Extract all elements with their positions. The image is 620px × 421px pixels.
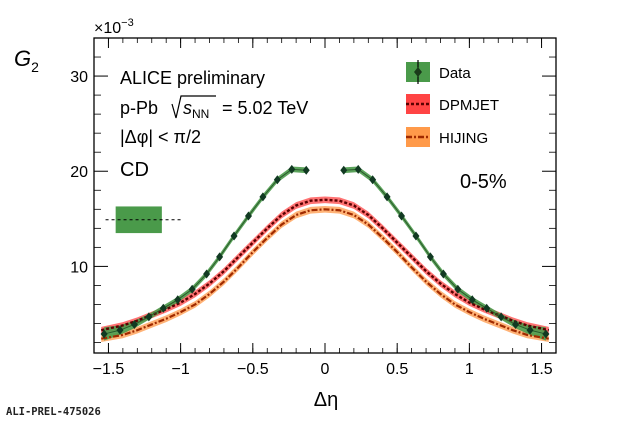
x-tick-label: 0 bbox=[321, 361, 330, 378]
svg-text:sNN: sNN bbox=[183, 98, 209, 121]
x-axis-label: Δη bbox=[314, 389, 338, 411]
line-hijing bbox=[101, 208, 549, 340]
y-axis-multiplier: ×10−3 bbox=[94, 17, 134, 37]
svg-text:= 5.02 TeV: = 5.02 TeV bbox=[222, 98, 308, 118]
x-tick-label: −1 bbox=[172, 361, 190, 378]
data-point bbox=[244, 211, 252, 221]
x-tick-label: −0.5 bbox=[237, 361, 269, 378]
y-tick-label: 30 bbox=[70, 69, 88, 86]
x-tick-label: 1 bbox=[465, 361, 474, 378]
preliminary-id: ALI-PREL-475026 bbox=[6, 406, 101, 418]
series-lines bbox=[100, 168, 550, 340]
data-point bbox=[273, 175, 281, 185]
line-dpmjet bbox=[100, 198, 550, 332]
band-data-right bbox=[343, 166, 546, 341]
data-point bbox=[230, 231, 238, 241]
cut-label: |Δφ| < π/2 bbox=[120, 127, 201, 147]
legend-entry-hijing: HIJING bbox=[406, 127, 488, 147]
normalization-box bbox=[105, 206, 183, 234]
legend-entry-dpmjet: DPMJET bbox=[406, 94, 499, 114]
data-point bbox=[116, 325, 124, 335]
data-point bbox=[412, 231, 420, 241]
data-point bbox=[426, 252, 434, 262]
band-dpmjet bbox=[101, 196, 549, 334]
legend-entry-data: Data bbox=[406, 60, 471, 84]
data-point bbox=[174, 295, 182, 305]
data-point bbox=[398, 211, 406, 221]
axis-ticks bbox=[94, 37, 556, 353]
data-point bbox=[288, 164, 296, 174]
method-label: CD bbox=[120, 159, 149, 181]
data-point bbox=[526, 325, 534, 335]
data-point bbox=[512, 319, 520, 329]
y-tick-label: 10 bbox=[70, 259, 88, 276]
data-point bbox=[483, 303, 491, 313]
data-point bbox=[159, 303, 167, 313]
collaboration-label: ALICE preliminary bbox=[120, 68, 265, 88]
legend-label-data: Data bbox=[439, 65, 471, 82]
y-axis-label: G2 bbox=[14, 46, 39, 75]
legend: Data DPMJET HIJING bbox=[406, 60, 499, 147]
data-point bbox=[259, 192, 267, 202]
data-point bbox=[340, 165, 348, 175]
x-tick-label: 1.5 bbox=[530, 361, 552, 378]
band-hijing bbox=[101, 205, 549, 343]
x-tick-label: −1.5 bbox=[93, 361, 125, 378]
data-point bbox=[542, 329, 550, 339]
band-data-left bbox=[104, 166, 307, 341]
centrality-label: 0-5% bbox=[460, 171, 507, 193]
data-point bbox=[100, 329, 108, 339]
data-point bbox=[497, 312, 505, 322]
data-point bbox=[439, 269, 447, 279]
data-point bbox=[468, 295, 476, 305]
data-point bbox=[130, 319, 138, 329]
line-data-left bbox=[103, 168, 307, 335]
data-point bbox=[145, 312, 153, 322]
data-point bbox=[203, 269, 211, 279]
energy-label: p-Pb sNN = 5.02 TeV bbox=[120, 95, 308, 121]
svg-text:p-Pb: p-Pb bbox=[120, 98, 158, 118]
uncertainty-bands bbox=[101, 166, 549, 343]
data-point bbox=[302, 165, 310, 175]
legend-label-dpmjet: DPMJET bbox=[439, 97, 499, 114]
legend-label-hijing: HIJING bbox=[439, 130, 488, 147]
data-point bbox=[454, 284, 462, 294]
data-point bbox=[369, 175, 377, 185]
axis-tick-labels: −1.5 −1 −0.5 0 0.5 1 1.5 10 20 30 bbox=[70, 69, 553, 378]
data-markers bbox=[100, 164, 550, 339]
x-tick-label: 0.5 bbox=[386, 361, 408, 378]
data-point bbox=[216, 252, 224, 262]
data-point bbox=[188, 284, 196, 294]
line-data-right bbox=[343, 168, 547, 335]
data-point bbox=[383, 192, 391, 202]
data-point bbox=[354, 164, 362, 174]
y-tick-label: 20 bbox=[70, 164, 88, 181]
